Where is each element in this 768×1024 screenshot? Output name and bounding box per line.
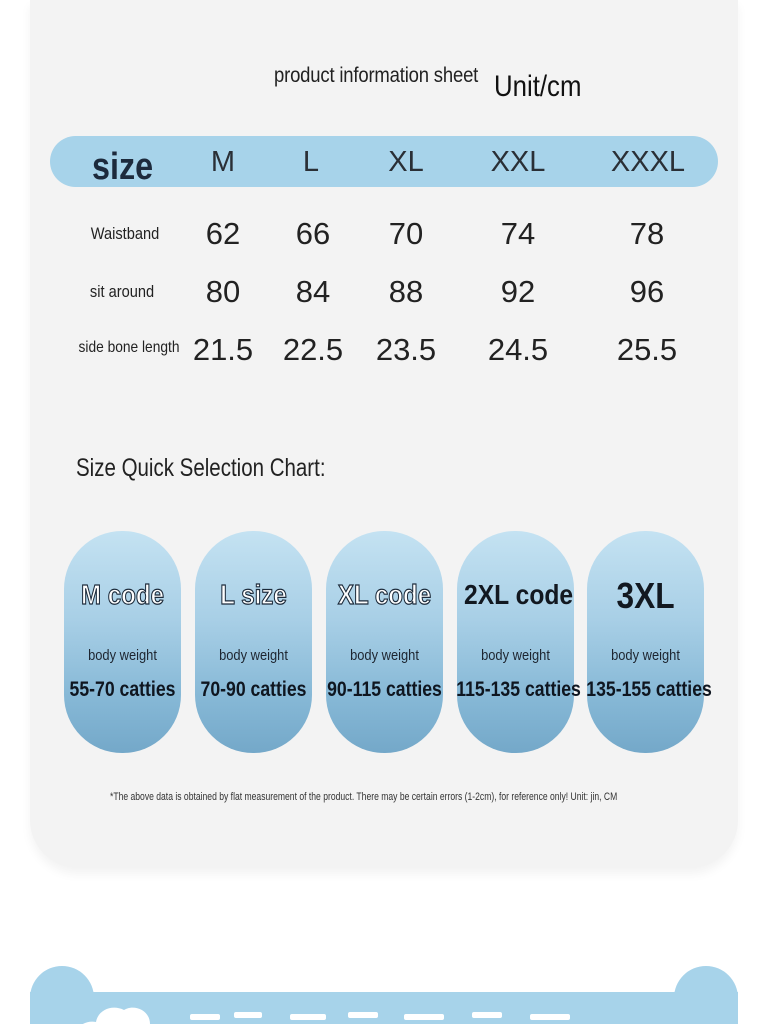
- table-cell: 96: [629, 274, 665, 309]
- capsule-weight-label: body weight: [88, 647, 157, 664]
- table-cell: 24.5: [487, 332, 549, 367]
- table-cell: 80: [205, 274, 241, 309]
- table-header-bar: [50, 136, 718, 187]
- column-head-xl: XL: [388, 146, 424, 178]
- table-cell: 23.5: [375, 332, 437, 367]
- column-head-xxxl: XXXL: [610, 146, 686, 178]
- table-cell: 92: [500, 274, 536, 309]
- capsule-title: 2XL code: [464, 579, 574, 610]
- table-cell: 78: [629, 216, 665, 251]
- capsule-weight-label: body weight: [350, 647, 419, 664]
- size-capsule-m: M code body weight 55-70 catties: [64, 531, 181, 753]
- sheet-title: product information sheet: [274, 64, 479, 87]
- size-capsule-2xl: 2XL code body weight 115-135 catties: [456, 531, 581, 753]
- table-cell: 74: [500, 216, 536, 251]
- size-capsule-xl: XL code body weight 90-115 catties: [326, 531, 443, 753]
- capsule-title: L size: [220, 578, 288, 610]
- table-cell: 66: [295, 216, 331, 251]
- column-head-xxl: XXL: [490, 146, 546, 178]
- capsule-weight-range: 115-135 catties: [456, 678, 581, 701]
- size-capsule-3xl: 3XL body weight 135-155 catties: [586, 531, 712, 753]
- cloud-icon: [83, 1007, 150, 1024]
- row-label-side-bone-length: side bone length: [78, 339, 180, 356]
- table-cell: 21.5: [192, 332, 254, 367]
- capsule-weight-range: 135-155 catties: [586, 678, 712, 701]
- table-cell: 25.5: [616, 332, 678, 367]
- capsule-title: M code: [81, 578, 165, 610]
- row-label-sit-around: sit around: [89, 282, 155, 301]
- sheet-unit: Unit/cm: [494, 70, 582, 103]
- column-head-m: M: [210, 146, 236, 178]
- size-column-label: size: [92, 146, 154, 188]
- table-cell: 84: [295, 274, 331, 309]
- size-capsule-l: L size body weight 70-90 catties: [195, 531, 312, 753]
- measurement-disclaimer: *The above data is obtained by flat meas…: [110, 791, 618, 803]
- row-label-waistband: Waistband: [90, 224, 160, 243]
- quick-selection-title: Size Quick Selection Chart:: [76, 454, 326, 482]
- capsule-weight-range: 90-115 catties: [327, 678, 442, 701]
- capsule-weight-range: 55-70 catties: [69, 678, 176, 701]
- capsule-weight-label: body weight: [611, 647, 680, 664]
- capsule-title: XL code: [337, 578, 432, 610]
- column-head-l: L: [302, 146, 320, 178]
- table-cell: 88: [388, 274, 424, 309]
- capsule-title: 3XL: [616, 575, 675, 616]
- capsule-weight-label: body weight: [219, 647, 288, 664]
- capsule-weight-range: 70-90 catties: [200, 678, 307, 701]
- table-cell: 70: [388, 216, 424, 251]
- table-cell: 22.5: [282, 332, 344, 367]
- capsule-weight-label: body weight: [481, 647, 550, 664]
- table-cell: 62: [205, 216, 241, 251]
- banner-heading-strokes: [190, 1012, 570, 1020]
